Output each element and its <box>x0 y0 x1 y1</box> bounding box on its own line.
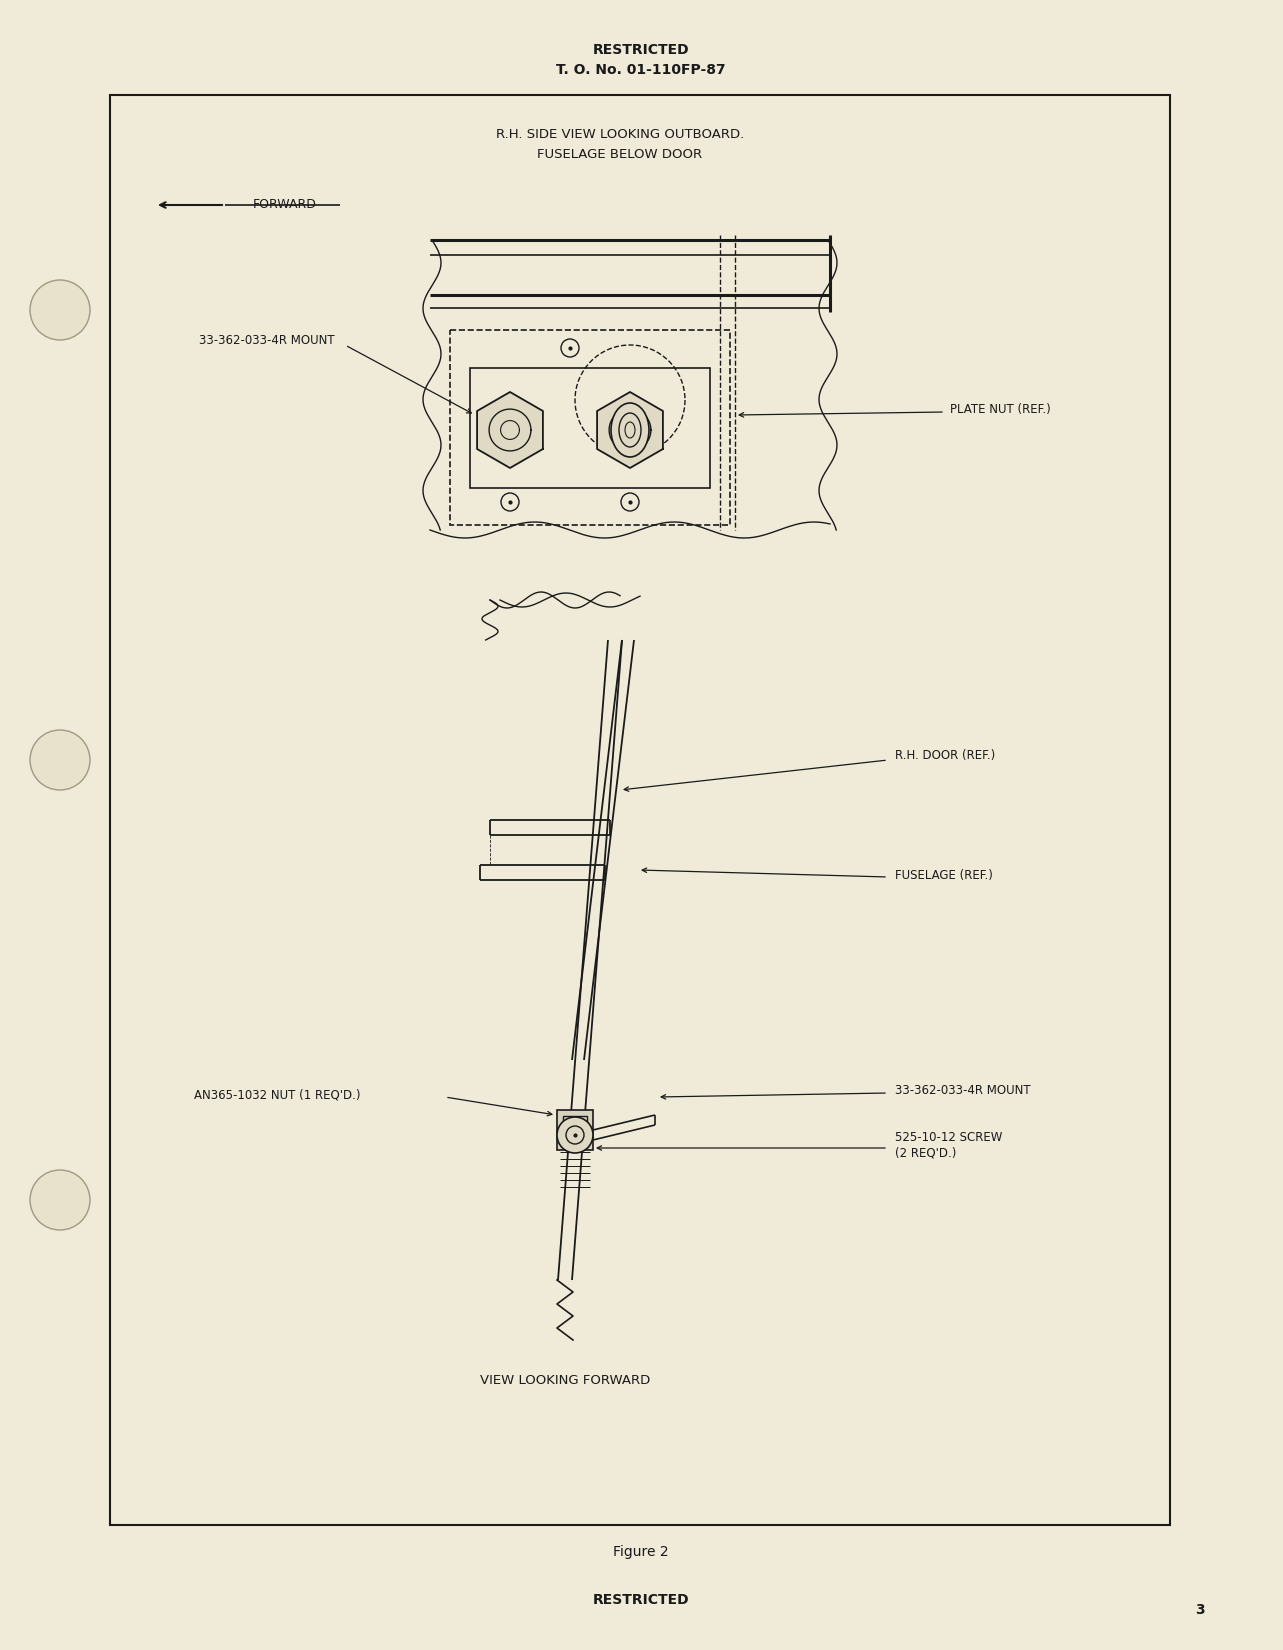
Circle shape <box>557 1117 593 1153</box>
Text: RESTRICTED: RESTRICTED <box>593 43 689 58</box>
Circle shape <box>30 1170 90 1229</box>
Text: R.H. SIDE VIEW LOOKING OUTBOARD.: R.H. SIDE VIEW LOOKING OUTBOARD. <box>495 129 744 142</box>
Bar <box>450 330 730 525</box>
Text: FUSELAGE BELOW DOOR: FUSELAGE BELOW DOOR <box>538 148 703 162</box>
Text: T. O. No. 01-110FP-87: T. O. No. 01-110FP-87 <box>557 63 726 78</box>
Circle shape <box>30 280 90 340</box>
Text: FORWARD: FORWARD <box>253 198 317 211</box>
Polygon shape <box>477 393 543 469</box>
Text: 3: 3 <box>1196 1604 1205 1617</box>
Text: R.H. DOOR (REF.): R.H. DOOR (REF.) <box>896 749 996 762</box>
Text: PLATE NUT (REF.): PLATE NUT (REF.) <box>949 404 1051 416</box>
Text: Figure 2: Figure 2 <box>613 1544 668 1559</box>
Bar <box>110 96 1170 1525</box>
Polygon shape <box>597 393 663 469</box>
Text: RESTRICTED: RESTRICTED <box>593 1592 689 1607</box>
Bar <box>563 1115 588 1143</box>
Text: AN365-1032 NUT (1 REQ'D.): AN365-1032 NUT (1 REQ'D.) <box>194 1089 361 1102</box>
Text: 33-362-033-4R MOUNT: 33-362-033-4R MOUNT <box>896 1084 1030 1097</box>
Bar <box>557 1110 593 1150</box>
Text: 33-362-033-4R MOUNT: 33-362-033-4R MOUNT <box>199 333 335 346</box>
Circle shape <box>30 729 90 790</box>
Text: FUSELAGE (REF.): FUSELAGE (REF.) <box>896 868 993 881</box>
Text: VIEW LOOKING FORWARD: VIEW LOOKING FORWARD <box>480 1373 650 1386</box>
Bar <box>470 368 709 488</box>
Text: 525-10-12 SCREW
(2 REQ'D.): 525-10-12 SCREW (2 REQ'D.) <box>896 1130 1002 1158</box>
Ellipse shape <box>611 403 649 457</box>
